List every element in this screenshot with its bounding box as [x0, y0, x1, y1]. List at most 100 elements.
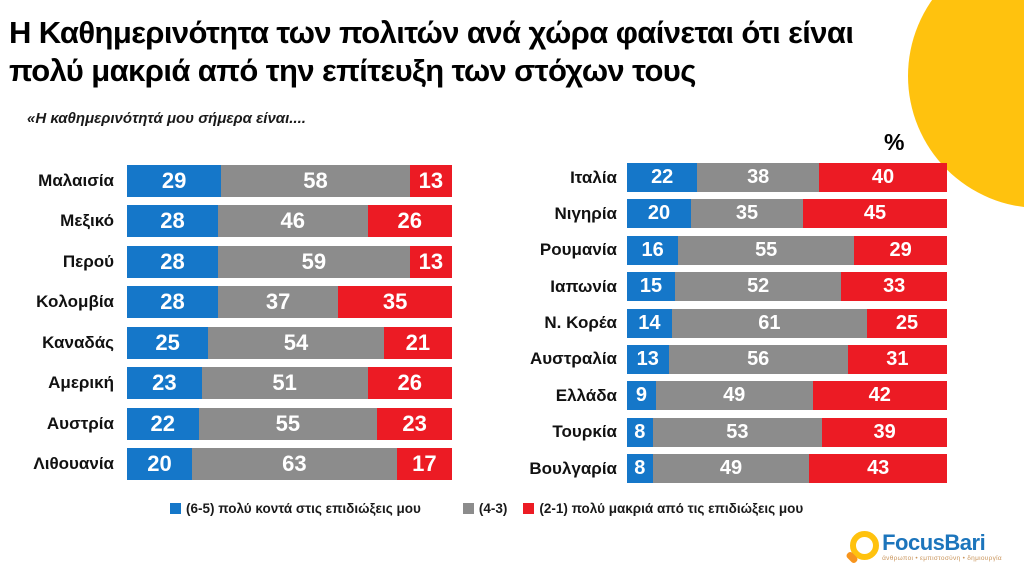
bar-segment-mid: 54	[208, 326, 384, 359]
stacked-bar: 22 55 23	[127, 407, 452, 440]
bar-segment-close: 22	[127, 407, 199, 440]
bar-segment-close: 28	[127, 286, 218, 319]
country-label: Μαλαισία	[38, 171, 114, 190]
legend-label: (4-3)	[478, 501, 508, 516]
bar-row: Τουρκία 8 53 39	[495, 417, 947, 447]
bar-segment-mid: 38	[697, 163, 819, 192]
bar-segment-far: 33	[841, 272, 947, 302]
stacked-bar: 15 52 33	[627, 272, 947, 302]
bar-segment-close: 20	[627, 199, 691, 229]
country-label: Ν. Κορέα	[544, 313, 617, 332]
stacked-bar: 22 38 40	[627, 163, 947, 192]
bar-row: Ν. Κορέα 14 61 25	[495, 308, 947, 338]
bar-row: Ρουμανία 16 55 29	[495, 235, 947, 265]
bar-segment-far: 31	[847, 344, 947, 374]
bar-segment-mid: 51	[201, 367, 368, 400]
stacked-bar: 20 35 45	[627, 199, 947, 229]
bar-segment-mid: 53	[652, 417, 823, 447]
bar-segment-far: 26	[367, 205, 452, 238]
bar-row: Περού 28 59 13	[0, 245, 452, 278]
country-label: Καναδάς	[42, 332, 114, 352]
bar-segment-far: 17	[396, 447, 452, 480]
bar-segment-mid: 49	[652, 454, 810, 483]
stacked-bar: 16 55 29	[627, 235, 947, 265]
country-label: Ιταλία	[570, 167, 617, 187]
bar-segment-far: 45	[803, 199, 947, 229]
legend-item: (6-5) πολύ κοντά στις επιδιώξεις μου	[170, 501, 421, 516]
bar-segment-close: 25	[127, 326, 209, 359]
legend-swatch-icon	[170, 503, 181, 514]
bar-segment-close: 15	[627, 272, 675, 302]
bar-segment-mid: 58	[221, 165, 410, 197]
legend-label: (2-1) πολύ μακριά από τις επιδιώξεις μου	[539, 501, 804, 516]
country-label: Βουλγαρία	[529, 458, 617, 478]
bar-segment-close: 13	[627, 344, 669, 374]
stacked-bar: 13 56 31	[627, 344, 947, 374]
bar-segment-mid: 37	[218, 286, 339, 319]
page-title-line2: πολύ μακριά από την επίτευξη των στόχων …	[9, 53, 696, 88]
page-title-line1: Η Καθημερινότητα των πολιτών ανά χώρα φα…	[9, 15, 854, 50]
bar-segment-far: 13	[409, 245, 452, 278]
legend-swatch-icon	[523, 503, 535, 514]
bar-row: Ιαπωνία 15 52 33	[495, 272, 947, 302]
percent-symbol: %	[884, 129, 905, 155]
bar-segment-far: 35	[338, 286, 452, 319]
bar-segment-far: 25	[866, 308, 947, 338]
country-label: Περού	[62, 251, 114, 271]
stacked-bar-chart-right: Ιταλία 22 38 40 Νιγηρία 20 35 45 Ρουμανία 16 55 29 Ι…	[495, 163, 947, 483]
bar-segment-far: 29	[854, 235, 947, 265]
bar-segment-far: 13	[409, 165, 452, 197]
bar-segment-close: 14	[627, 308, 672, 338]
bar-segment-mid: 52	[675, 272, 842, 302]
stacked-bar: 25 54 21	[127, 326, 452, 359]
legend-label: (6-5) πολύ κοντά στις επιδιώξεις μου	[186, 501, 421, 516]
country-label: Ρουμανία	[539, 240, 617, 260]
stacked-bar: 20 63 17	[127, 447, 452, 480]
country-label: Τουρκία	[552, 422, 617, 442]
stacked-bar: 23 51 26	[127, 367, 452, 400]
bar-row: Ελλάδα 9 49 42	[495, 381, 947, 411]
bar-row: Κολομβία 28 37 35	[0, 286, 452, 319]
stacked-bar-chart-left: Μαλαισία 29 58 13 Μεξικό 28 46 26 Περού 28 59 13 Κολ…	[0, 165, 452, 480]
bar-segment-mid: 46	[218, 205, 368, 238]
bar-segment-far: 43	[809, 454, 947, 483]
bar-segment-mid: 56	[668, 344, 848, 374]
country-label: Αυστραλία	[530, 349, 617, 369]
country-label: Ελλάδα	[555, 385, 617, 405]
country-label: Κολομβία	[36, 292, 114, 312]
bar-row: Ιταλία 22 38 40	[495, 163, 947, 192]
bar-segment-mid: 59	[218, 245, 410, 278]
bar-segment-close: 8	[627, 417, 653, 447]
bar-row: Αυστραλία 13 56 31	[495, 344, 947, 374]
country-label: Νιγηρία	[554, 203, 617, 223]
bar-segment-mid: 55	[678, 235, 855, 265]
magnifier-icon	[844, 529, 880, 565]
bar-segment-mid: 55	[198, 407, 378, 440]
legend: (6-5) πολύ κοντά στις επιδιώξεις μου (4-3…	[170, 501, 803, 516]
bar-row: Αμερική 23 51 26	[0, 367, 452, 400]
bar-segment-close: 9	[627, 381, 656, 411]
bar-segment-mid: 63	[192, 447, 397, 480]
bar-segment-close: 29	[127, 165, 222, 197]
bar-segment-far: 40	[818, 163, 947, 192]
stacked-bar: 29 58 13	[127, 165, 452, 197]
legend-item: (4-3)	[462, 501, 508, 516]
bar-row: Μεξικό 28 46 26	[0, 205, 452, 238]
logo-name: FocusBari	[882, 529, 986, 555]
country-label: Αυστρία	[46, 413, 114, 433]
bar-segment-close: 8	[627, 454, 653, 483]
stacked-bar: 14 61 25	[627, 308, 947, 338]
country-label: Ιαπωνία	[550, 276, 617, 296]
bar-row: Βουλγαρία 8 49 43	[495, 454, 947, 483]
country-label: Μεξικό	[60, 211, 114, 231]
legend-item: (2-1) πολύ μακριά από τις επιδιώξεις μου	[523, 501, 803, 516]
page-title: Η Καθημερινότητα των πολιτών ανά χώρα φα…	[9, 14, 969, 90]
stacked-bar: 8 49 43	[627, 454, 947, 483]
bar-segment-mid: 61	[671, 308, 867, 338]
bar-segment-mid: 49	[655, 381, 813, 411]
bar-row: Μαλαισία 29 58 13	[0, 165, 452, 197]
stacked-bar: 28 46 26	[127, 205, 452, 238]
bar-segment-far: 21	[383, 326, 452, 359]
bar-segment-close: 16	[627, 235, 679, 265]
